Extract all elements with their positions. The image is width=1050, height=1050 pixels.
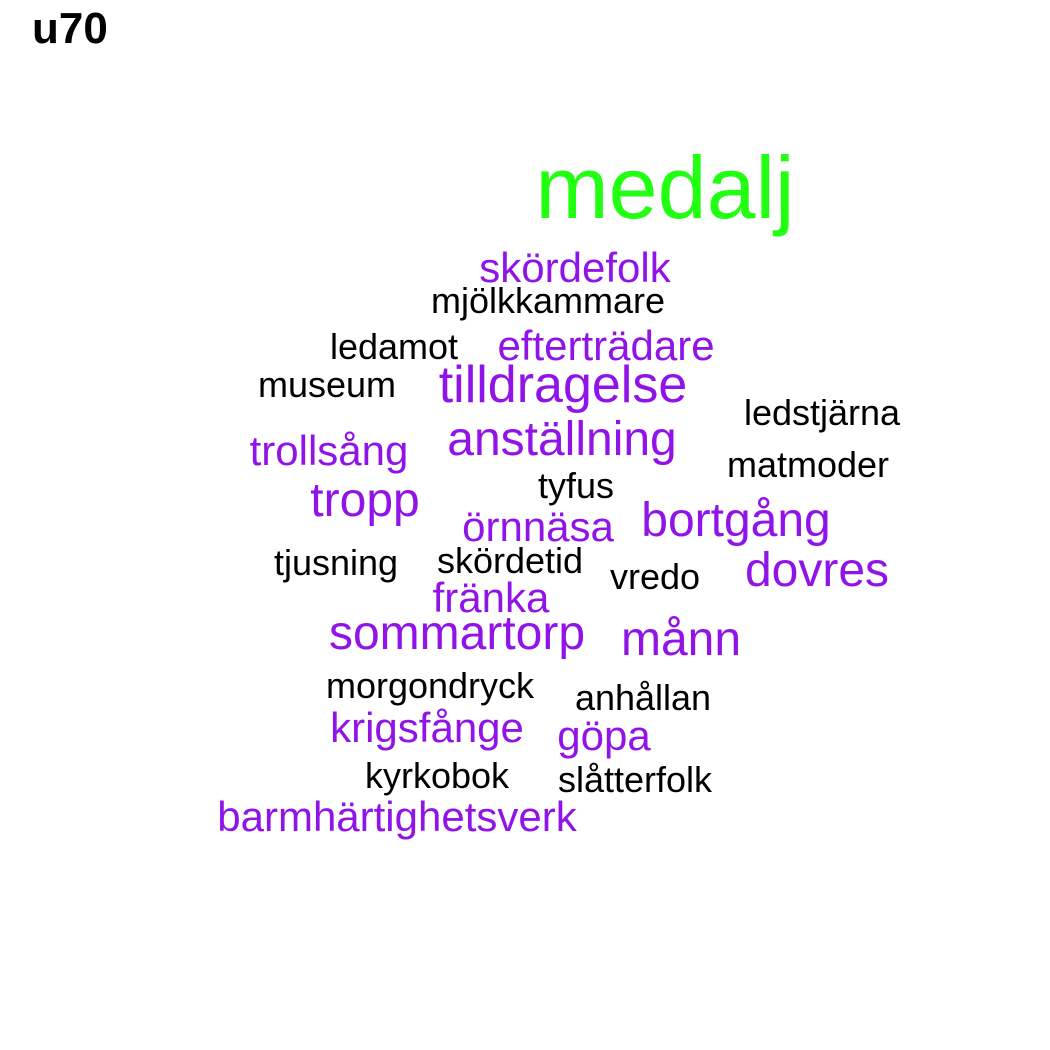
cloud-word: anhållan [574, 677, 712, 718]
cloud-word: tilldragelse [438, 356, 688, 414]
cloud-word: sommartorp [328, 607, 586, 660]
cloud-word: tjusning [273, 542, 399, 583]
cloud-word: göpa [557, 712, 651, 759]
cloud-word: månn [620, 613, 742, 666]
cloud-word: skördetid [436, 540, 584, 581]
cloud-word: morgondryck [325, 665, 535, 706]
cloud-word: kyrkobok [364, 755, 510, 796]
cloud-word: mjölkkammare [430, 280, 666, 321]
panel-title: u70 [32, 4, 108, 53]
cloud-word: tropp [310, 474, 420, 527]
cloud-word: tyfus [537, 465, 615, 506]
cloud-word: efterträdare [497, 322, 715, 369]
cloud-word: medalj [535, 138, 795, 237]
cloud-word: ledstjärna [743, 392, 901, 433]
cloud-word: ledamot [329, 326, 459, 367]
cloud-word: fränka [432, 574, 550, 621]
cloud-word: museum [257, 364, 397, 405]
cloud-word: slåtterfolk [557, 759, 713, 800]
cloud-word: dovres [744, 544, 890, 597]
cloud-word: vredo [609, 556, 701, 597]
cloud-word: matmoder [726, 444, 890, 485]
cloud-word: krigsfånge [330, 704, 524, 751]
cloud-word: anställning [447, 413, 677, 466]
cloud-word: barmhärtighetsverk [217, 793, 577, 840]
cloud-word: skördefolk [479, 244, 671, 291]
cloud-word: bortgång [641, 494, 831, 547]
cloud-word: trollsång [249, 427, 409, 474]
cloud-word: örnnäsa [462, 503, 614, 550]
